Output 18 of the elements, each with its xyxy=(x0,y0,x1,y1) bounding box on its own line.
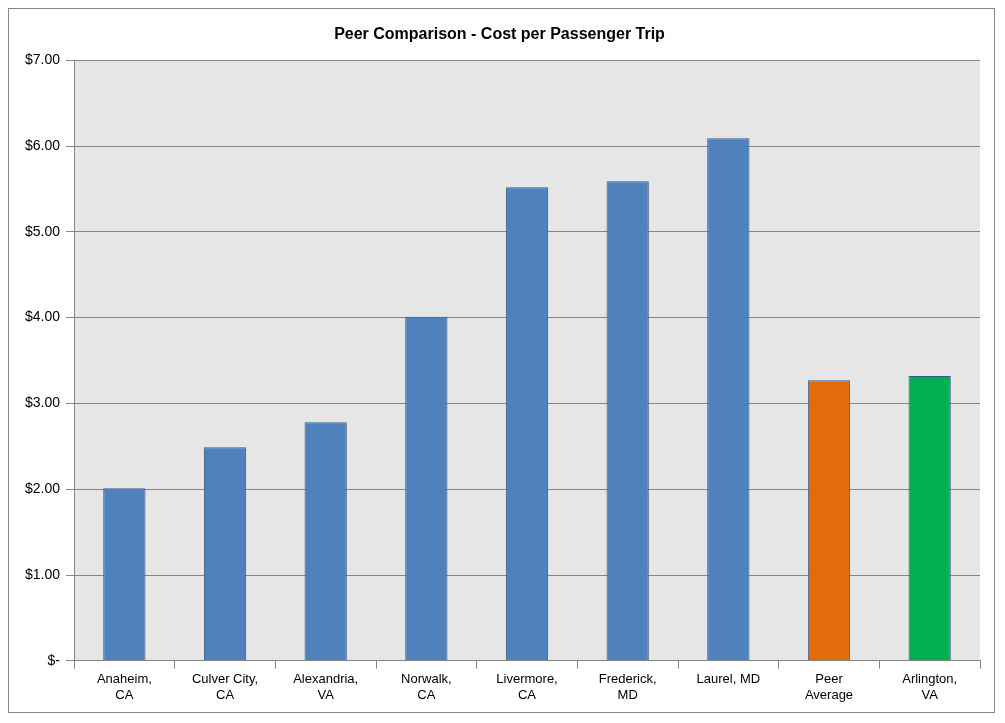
x-tick-label: Anaheim, CA xyxy=(96,671,152,702)
y-tick-label: $3.00 xyxy=(24,394,61,411)
x-tick-label: Livermore, CA xyxy=(496,671,558,702)
y-tick-label: $2.00 xyxy=(24,480,61,497)
y-tick-label: $- xyxy=(47,651,61,668)
y-tick-label: $7.00 xyxy=(24,51,61,68)
y-tick-label: $4.00 xyxy=(24,308,61,325)
x-tick-label: Peer Average xyxy=(804,671,854,702)
x-tick-label: Culver City, CA xyxy=(191,671,259,702)
y-tick-label: $1.00 xyxy=(24,565,61,582)
y-tick-label: $6.00 xyxy=(24,136,61,153)
x-tick-label: Frederick, MD xyxy=(598,671,657,702)
x-tick-label: Arlington, VA xyxy=(902,671,958,702)
x-tick-label: Laurel, MD xyxy=(696,671,761,687)
chart-title: Peer Comparison - Cost per Passenger Trip xyxy=(334,25,666,43)
y-tick-label: $5.00 xyxy=(24,222,61,239)
x-tick-label: Norwalk, CA xyxy=(401,671,452,702)
x-tick-label: Alexandria, VA xyxy=(293,671,359,702)
